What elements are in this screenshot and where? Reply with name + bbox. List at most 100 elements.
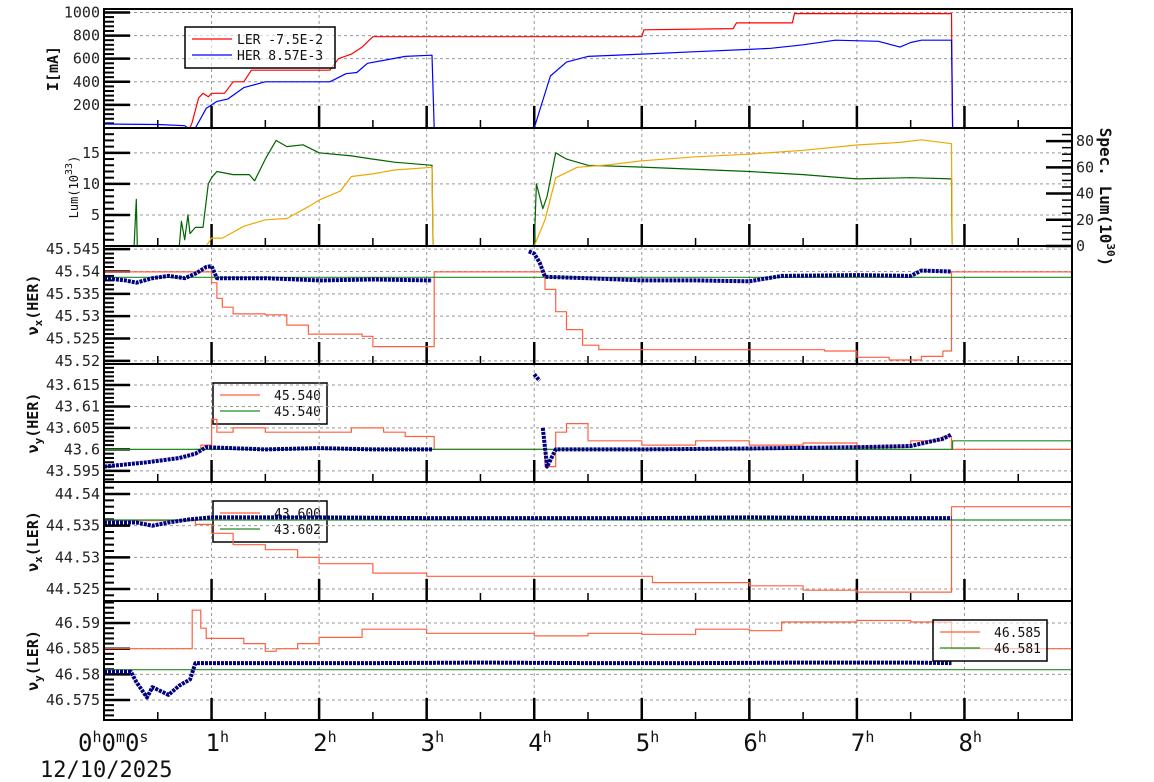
scatter-series	[103, 249, 952, 285]
y-label-base: ν	[24, 563, 42, 572]
y-label-sub: y	[32, 437, 45, 444]
y-tick-label: 10	[82, 175, 100, 193]
y-axis-label: νx(LER)	[24, 511, 45, 572]
x-tick-value: 0	[78, 729, 92, 757]
x-tick-value: 4	[528, 729, 542, 757]
legend-label: HER 8.57E-3	[237, 49, 323, 64]
legend-box	[932, 619, 1048, 662]
x-tick-label: 8h	[958, 728, 981, 757]
y-tick-label: 200	[73, 96, 100, 114]
x-tick-label: 0h0m0s	[78, 728, 148, 757]
line-series	[104, 440, 1072, 450]
x-tick-unit: h	[220, 728, 229, 746]
x-tick-label: 1h	[206, 728, 229, 757]
legend-label: 46.585	[994, 626, 1041, 641]
x-tick-unit: h	[92, 728, 101, 746]
y-tick-label: 44.54	[55, 485, 100, 503]
legend-label: LER -7.5E-2	[237, 33, 323, 48]
panel-frame	[103, 245, 1073, 365]
x-tick-unit: h	[435, 728, 444, 746]
x-tick-unit: h	[973, 728, 982, 746]
x-tick-unit: h	[543, 728, 552, 746]
right-label-base: Spec. Lum(10	[1096, 128, 1115, 244]
right-y-tick-label: 80	[1076, 132, 1094, 150]
y-axis-label: Lum(1033)	[64, 156, 81, 219]
legend-label: 45.540	[274, 389, 321, 404]
x-tick-label: 2h	[313, 728, 336, 757]
y-tick-label: 45.525	[46, 330, 100, 348]
x-tick-unit: s	[139, 728, 148, 746]
panel-4: 43.59543.643.60543.6143.615νy(HER)43.600…	[24, 363, 1073, 543]
line-series	[104, 506, 1072, 593]
y-tick-label: 45.535	[46, 285, 100, 303]
y-tick-label: 44.53	[55, 548, 100, 566]
y-tick-label: 45.53	[55, 307, 100, 325]
x-tick-value: 8	[958, 729, 972, 757]
x-tick-label: 7h	[851, 728, 874, 757]
panel-3: 45.5245.52545.5345.53545.5445.545νx(HER)…	[24, 240, 1073, 425]
x-tick-value: 6	[743, 729, 757, 757]
y-label-tail: (HER)	[24, 275, 42, 320]
y-axis-label: νx(HER)	[24, 275, 45, 336]
scatter-series	[103, 373, 953, 469]
legend-box	[212, 500, 328, 543]
x-tick-unit: m	[116, 728, 125, 746]
legend-box	[184, 26, 336, 69]
y-axis-label: νy(LER)	[24, 630, 45, 691]
y-label-base: ν	[24, 682, 42, 691]
y-label-base: ν	[24, 444, 42, 453]
scatter-series	[104, 515, 952, 528]
y-tick-label: 5	[91, 206, 100, 224]
y-tick-label: 45.545	[46, 240, 100, 258]
y-label-base: Lum(10	[67, 175, 81, 218]
y-tick-label: 46.575	[46, 691, 100, 709]
y-label-tail: (LER)	[24, 511, 42, 556]
right-y-tick-label: 60	[1076, 158, 1094, 176]
y-label-base: I[mA]	[44, 46, 62, 91]
right-y-tick-label: 40	[1076, 185, 1094, 203]
scatter-series	[104, 660, 952, 700]
x-tick-value: 1	[206, 729, 220, 757]
x-tick-value: 2	[313, 729, 327, 757]
y-tick-label: 43.605	[46, 419, 100, 437]
y-label-sub: x	[32, 319, 45, 326]
x-tick-unit: h	[650, 728, 659, 746]
y-tick-label: 1000	[64, 3, 100, 21]
y-tick-label: 600	[73, 50, 100, 68]
y-label-sub: y	[32, 675, 45, 682]
y-tick-label: 43.615	[46, 376, 100, 394]
y-tick-label: 46.585	[46, 640, 100, 658]
y-axis-label: I[mA]	[44, 46, 62, 91]
x-tick-value: 7	[851, 729, 865, 757]
line-series	[195, 418, 1072, 468]
x-tick-value: 5	[636, 729, 650, 757]
line-series	[104, 609, 1072, 652]
legend-label: 43.602	[274, 523, 321, 538]
y-tick-label: 45.52	[55, 352, 100, 370]
x-tick-label: 6h	[743, 728, 766, 757]
y-tick-label: 800	[73, 27, 100, 45]
y-tick-label: 400	[73, 73, 100, 91]
right-label-tail: )	[1096, 257, 1115, 267]
y-tick-label: 45.54	[55, 262, 100, 280]
line-series	[133, 139, 953, 247]
y-label-tail: )	[67, 156, 81, 163]
x-tick-unit: h	[758, 728, 767, 746]
y-label-tail: (LER)	[24, 630, 42, 675]
y-tick-label: 44.535	[46, 517, 100, 535]
legend-label: 46.581	[994, 642, 1041, 657]
x-tick-label: 4h	[528, 728, 551, 757]
y-label-tail: (HER)	[24, 393, 42, 438]
x-tick-value: 3	[421, 729, 435, 757]
legend-box	[212, 382, 328, 425]
x-tick-unit: h	[865, 728, 874, 746]
y-axis-label: νy(HER)	[24, 393, 45, 454]
y-label-base: ν	[24, 326, 42, 335]
right-y-tick-label: 20	[1076, 211, 1094, 229]
